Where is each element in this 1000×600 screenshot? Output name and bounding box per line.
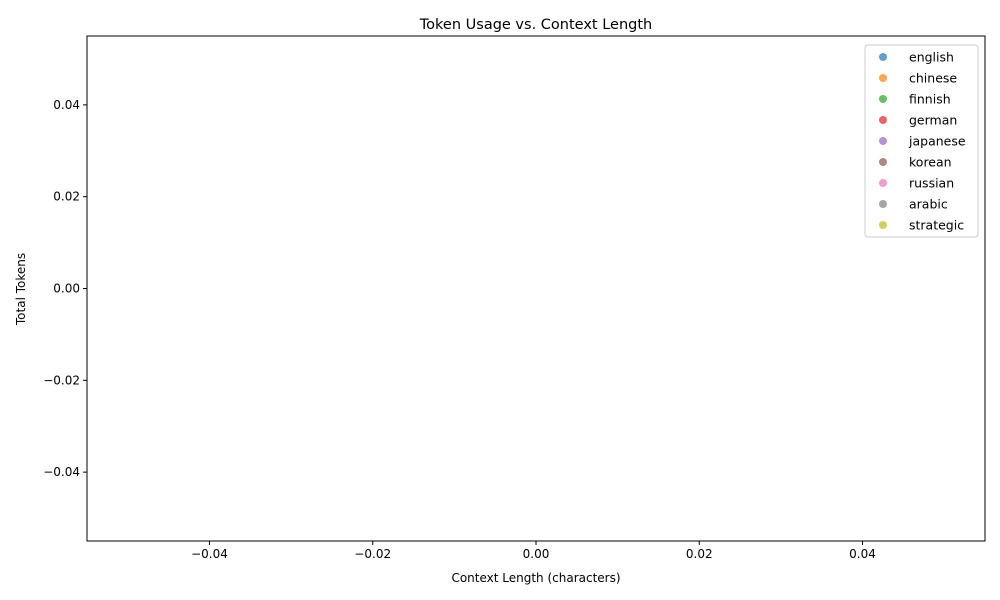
legend-frame xyxy=(864,44,979,238)
y-tick-label: −0.02 xyxy=(43,373,80,387)
legend-label-german: german xyxy=(909,113,957,128)
legend-marker-korean xyxy=(879,158,887,166)
legend-marker-german xyxy=(879,116,887,124)
y-tick-label: 0.00 xyxy=(53,282,80,296)
x-tick-label: 0.02 xyxy=(686,547,713,561)
chart-title: Token Usage vs. Context Length xyxy=(419,17,652,33)
legend-label-chinese: chinese xyxy=(909,71,957,86)
legend-label-korean: korean xyxy=(909,155,952,170)
x-axis-label: Context Length (characters) xyxy=(451,571,620,585)
y-axis-ticks: −0.04 −0.02 0.00 0.02 0.04 xyxy=(43,98,87,479)
legend-label-finnish: finnish xyxy=(909,92,951,107)
legend-marker-english xyxy=(879,53,887,61)
legend-marker-strategic xyxy=(879,221,887,229)
plot-area xyxy=(87,36,985,541)
plot-frame xyxy=(86,35,986,542)
legend-label-japanese: japanese xyxy=(908,134,966,149)
y-tick-label: 0.04 xyxy=(53,98,80,112)
x-axis-ticks: −0.04 −0.02 0.00 0.02 0.04 xyxy=(191,541,876,561)
legend-label-arabic: arabic xyxy=(909,197,948,212)
x-tick-label: 0.04 xyxy=(849,547,876,561)
legend-marker-russian xyxy=(879,179,887,187)
legend: english chinese finnish german japanese korea… xyxy=(864,44,979,238)
x-tick-label: −0.04 xyxy=(191,547,228,561)
legend-label-strategic: strategic xyxy=(909,218,964,233)
legend-label-english: english xyxy=(909,50,954,65)
legend-marker-finnish xyxy=(879,95,887,103)
y-tick-label: 0.02 xyxy=(53,190,80,204)
legend-label-russian: russian xyxy=(909,176,954,191)
legend-marker-chinese xyxy=(879,74,887,82)
x-tick-label: 0.00 xyxy=(523,547,550,561)
x-tick-label: −0.02 xyxy=(354,547,391,561)
legend-marker-arabic xyxy=(879,200,887,208)
legend-marker-japanese xyxy=(879,137,887,145)
y-tick-label: −0.04 xyxy=(43,465,80,479)
y-axis-label: Total Tokens xyxy=(14,253,28,326)
